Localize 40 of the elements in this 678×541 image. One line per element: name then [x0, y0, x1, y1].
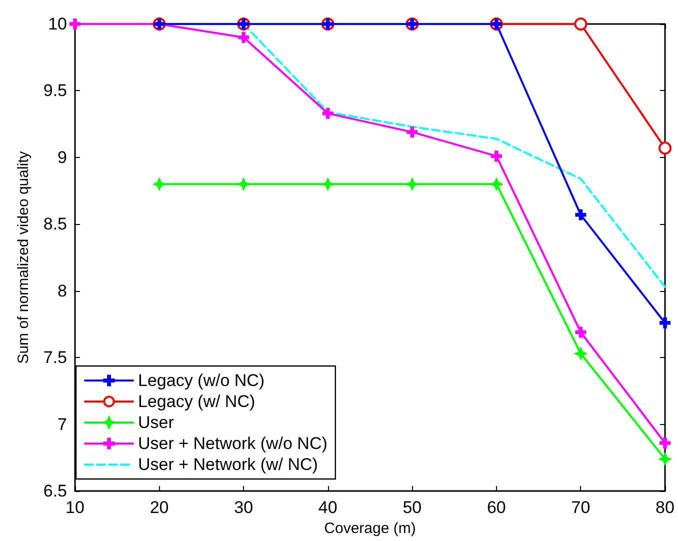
- x-tick-label: 70: [571, 498, 590, 517]
- point: [574, 18, 588, 30]
- point: [70, 18, 80, 30]
- point: [658, 142, 672, 155]
- x-tick-label: 50: [402, 498, 422, 517]
- legend-label: Legacy (w/o NC): [138, 371, 265, 390]
- point: [406, 126, 418, 138]
- point: [154, 178, 165, 190]
- y-tick-label: 9.5: [43, 81, 67, 100]
- point: [322, 108, 334, 119]
- point: [575, 348, 586, 360]
- point: [490, 178, 502, 190]
- point: [490, 150, 502, 162]
- x-tick-label: 30: [234, 498, 254, 517]
- y-tick-label: 7.5: [43, 348, 67, 368]
- x-tick-label: 80: [656, 498, 674, 517]
- point: [660, 453, 670, 464]
- legend-label: Legacy (w/ NC): [138, 392, 256, 411]
- point: [406, 178, 418, 190]
- x-tick-label: 20: [150, 498, 169, 517]
- legend-label: User: [138, 413, 174, 432]
- y-tick-label: 8: [58, 281, 67, 300]
- point: [575, 209, 586, 220]
- point: [322, 178, 334, 190]
- point: [238, 32, 250, 43]
- x-tick-label: 60: [486, 498, 506, 517]
- x-axis-title: Coverage (m): [324, 520, 416, 537]
- y-tick-label: 7: [58, 414, 67, 434]
- point: [660, 437, 670, 448]
- point: [660, 317, 670, 328]
- y-tick-label: 9: [58, 148, 67, 167]
- y-axis-title: Sum of normalized video quality: [15, 150, 32, 364]
- point: [238, 178, 250, 190]
- y-tick-label: 10: [48, 14, 67, 34]
- point: [575, 326, 586, 338]
- y-tick-label: 6.5: [43, 482, 67, 500]
- legend-label: User + Network (w/o NC): [138, 434, 328, 453]
- y-tick-label: 8.5: [43, 214, 67, 234]
- x-tick-label: 40: [318, 498, 338, 517]
- legend-label: User + Network (w/ NC): [138, 455, 318, 474]
